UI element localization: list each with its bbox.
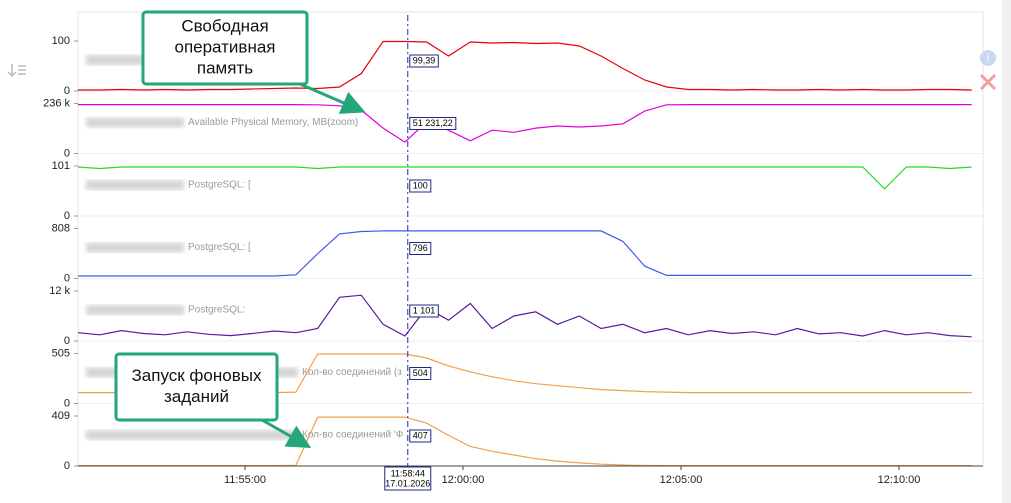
series-label: Кол-во соединений 'Ф (302, 430, 404, 441)
callout-text: Запуск фоновых (132, 366, 262, 385)
series-label: Available Physical Memory, MB(zoom) (188, 117, 358, 128)
series-line (77, 166, 972, 190)
close-icon[interactable] (979, 73, 997, 91)
y-tick-label: 0 (64, 272, 70, 284)
sort-icon[interactable] (7, 64, 26, 78)
cursor-value: 407 (413, 430, 428, 440)
cursor-value: 51 231,22 (413, 118, 453, 128)
cursor-value-box (409, 242, 432, 255)
callout-arrow (299, 82, 366, 114)
x-tick-label: 11:55:00 (224, 474, 266, 486)
series-line (77, 294, 972, 338)
cursor-time: 11:58:44 (391, 468, 425, 478)
cursor-value: 100 (413, 180, 428, 190)
callout-box (141, 10, 309, 86)
y-tick-label: 808 (52, 222, 70, 234)
series-label: PostgreSQL: [ (188, 242, 251, 253)
cursor-value: 504 (413, 368, 428, 378)
series-line (77, 230, 972, 277)
callout-text: Свободная (181, 16, 268, 35)
blurred-label (86, 305, 184, 315)
y-tick-label: 0 (64, 210, 70, 222)
callout-text: память (197, 58, 253, 77)
y-tick-label: 100 (52, 35, 70, 47)
cursor-value-box (409, 304, 439, 318)
y-tick-label: 236 k (43, 97, 70, 109)
y-tick-label: 409 (52, 410, 70, 422)
x-tick-label: 12:00:00 (442, 474, 485, 486)
y-tick-label: 0 (64, 85, 70, 97)
callout-text: оперативная (174, 37, 275, 56)
cursor-value-box (409, 179, 432, 193)
y-tick-label: 0 (64, 460, 70, 472)
callout-box (114, 352, 279, 422)
y-tick-label: 0 (64, 335, 70, 347)
y-tick-label: 12 k (49, 285, 70, 297)
series-label: PostgreSQL: [ (188, 180, 251, 191)
blurred-label (86, 55, 146, 65)
cursor-value-box (409, 54, 439, 68)
series-label: Кол-во соединений (з (302, 367, 402, 378)
cursor-value-box (409, 117, 457, 130)
cursor-value-box (409, 367, 432, 380)
info-icon[interactable] (980, 50, 996, 66)
series-line (77, 40, 972, 91)
cursor-date: 17.01.2026 (385, 478, 430, 488)
y-tick-label: 0 (64, 397, 70, 409)
cursor-value: 99,39 (413, 55, 436, 65)
series-line (77, 104, 972, 143)
series-label: PostgreSQL: (188, 305, 245, 316)
scrollbar[interactable] (1002, 0, 1011, 503)
series-line (77, 416, 972, 467)
callout-text: заданий (164, 387, 229, 406)
cursor-value: 796 (413, 243, 428, 253)
blurred-label (86, 117, 184, 128)
cursor-value: 1 101 (413, 305, 436, 315)
blurred-label (86, 242, 184, 253)
y-tick-label: 505 (52, 347, 70, 359)
cursor-value-box (409, 429, 432, 443)
cursor-time-box (384, 466, 432, 491)
info-glyph: i (987, 52, 989, 64)
callout-arrow (261, 418, 312, 448)
y-tick-label: 0 (64, 147, 70, 159)
y-tick-label: 101 (52, 160, 70, 172)
blurred-label (86, 430, 298, 440)
x-tick-label: 12:10:00 (878, 474, 921, 486)
blurred-label (86, 180, 184, 190)
x-tick-label: 12:05:00 (660, 474, 703, 486)
